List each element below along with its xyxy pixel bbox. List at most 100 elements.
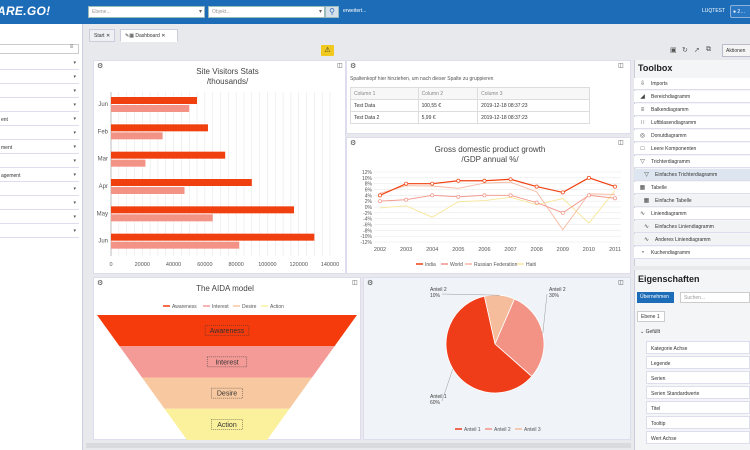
search-button[interactable]: ⚲ xyxy=(325,6,339,18)
refresh-icon[interactable]: ↻ xyxy=(682,47,688,54)
bar[interactable] xyxy=(111,233,315,241)
property-row[interactable]: Serien Standardwerte xyxy=(646,386,750,399)
toolbox-item[interactable]: ≡ Balkendiagramm xyxy=(634,104,750,116)
tab-start[interactable]: Start ✕ xyxy=(89,29,115,42)
data-point[interactable] xyxy=(560,210,565,215)
property-row[interactable]: Titel xyxy=(646,401,750,414)
app-logo[interactable]: ARE.GO! xyxy=(0,4,51,18)
funnel-segment[interactable] xyxy=(97,315,357,347)
legend-item[interactable]: Anteil 3 xyxy=(515,427,541,433)
funnel-segment[interactable] xyxy=(119,346,335,378)
gear-icon[interactable]: ⚙ xyxy=(97,63,104,70)
level-select[interactable]: Ebene 1 xyxy=(637,311,665,322)
data-point[interactable] xyxy=(534,200,539,205)
sidebar-item[interactable]: ▾ xyxy=(0,156,79,168)
toolbox-item[interactable]: ∷ Luftblasendiagramm xyxy=(634,117,750,129)
layer-select[interactable]: Ebene... ▾ xyxy=(88,6,205,18)
close-icon[interactable]: ✕ xyxy=(105,33,111,39)
data-point[interactable] xyxy=(613,184,617,189)
bar[interactable] xyxy=(111,124,208,132)
trash-icon[interactable]: ◫ xyxy=(618,140,624,146)
gear-icon[interactable]: ⚙ xyxy=(350,140,357,147)
table-row[interactable]: Test Data 2 5,99 € 2019-12-18 08:37:23 xyxy=(350,111,590,124)
series-line[interactable] xyxy=(379,190,616,224)
bar[interactable] xyxy=(111,105,190,112)
gear-icon[interactable]: ⚙ xyxy=(367,280,374,287)
bar[interactable] xyxy=(111,206,295,214)
toolbox-item[interactable]: ▦ Einfache Tabelle xyxy=(634,195,750,207)
toolbox-item[interactable]: ◔ Kuchendiagramm xyxy=(634,247,750,259)
toolbox-item[interactable]: ∿ Einfaches Liniendiagramm xyxy=(634,221,750,233)
bar[interactable] xyxy=(111,151,226,159)
copy-icon[interactable]: ⧉ xyxy=(706,46,711,53)
legend-item[interactable]: India xyxy=(416,262,436,268)
bar[interactable] xyxy=(111,214,213,222)
close-icon[interactable]: ✕ xyxy=(161,33,166,39)
sidebar-item[interactable]: ▾ xyxy=(0,58,79,70)
legend-item[interactable]: Interest xyxy=(203,304,229,310)
sidebar-item[interactable]: ▾ xyxy=(0,86,79,98)
sidebar-item[interactable]: ▾ xyxy=(0,184,79,196)
property-row[interactable]: Serien xyxy=(646,371,750,384)
legend-item[interactable]: Desire xyxy=(233,304,257,310)
bar[interactable] xyxy=(111,97,198,104)
data-point[interactable] xyxy=(430,181,435,186)
trash-icon[interactable]: ◫ xyxy=(352,280,358,286)
column-header[interactable]: Column 2 xyxy=(417,87,479,100)
legend-item[interactable]: Anteil 2 xyxy=(485,427,511,433)
data-point[interactable] xyxy=(404,181,409,186)
sidebar-item[interactable]: ment ▾ xyxy=(0,142,79,154)
legend-item[interactable]: Awareness xyxy=(163,304,197,310)
legend-item[interactable]: Haiti xyxy=(517,262,536,268)
toolbox-item[interactable]: ◎ Donutdiagramm xyxy=(634,130,750,142)
trash-icon[interactable]: ◫ xyxy=(618,63,624,69)
data-point[interactable] xyxy=(378,199,382,204)
collapse-icon[interactable]: ≡ xyxy=(69,44,74,50)
toolbox-item[interactable]: ▦ Tabelle xyxy=(634,182,750,194)
legend-item[interactable]: Russian Federation xyxy=(465,262,518,268)
series-line[interactable] xyxy=(379,194,616,214)
group-filled[interactable]: ⌄ Gefüllt xyxy=(640,329,660,335)
funnel-segment[interactable] xyxy=(142,377,312,409)
data-point[interactable] xyxy=(430,193,435,198)
data-point[interactable] xyxy=(613,196,617,201)
open-icon[interactable]: ➚ xyxy=(694,47,700,54)
toolbox-item[interactable]: □ Leere Komponenten xyxy=(634,143,750,155)
sidebar-item[interactable]: agement ▾ xyxy=(0,170,79,182)
data-point[interactable] xyxy=(586,193,591,198)
toolbox-item[interactable]: ◢ Bereichdiagramm xyxy=(634,91,750,103)
data-point[interactable] xyxy=(534,184,539,189)
bar[interactable] xyxy=(111,132,163,140)
data-point[interactable] xyxy=(404,197,409,202)
trash-icon[interactable]: ◫ xyxy=(337,63,343,69)
series-line[interactable] xyxy=(379,177,616,196)
data-point[interactable] xyxy=(456,194,461,199)
sidebar-item[interactable]: ▾ xyxy=(0,198,79,210)
bar[interactable] xyxy=(111,179,252,186)
legend-item[interactable]: Anteil 1 xyxy=(455,427,481,433)
bar[interactable] xyxy=(111,159,146,167)
sidebar-item[interactable]: ▾ xyxy=(0,100,79,112)
series-line[interactable] xyxy=(379,181,616,231)
toolbox-item[interactable]: ∿ Anderes Liniendiagramm xyxy=(634,234,750,246)
gear-icon[interactable]: ⚙ xyxy=(350,63,357,70)
warning-icon[interactable]: ⚠ xyxy=(321,45,334,56)
sidebar-item[interactable]: ▾ xyxy=(0,226,79,238)
toolbox-item[interactable]: ▽ Einfaches Trichterdiagramm xyxy=(634,169,750,181)
property-row[interactable]: Legende xyxy=(646,356,750,369)
data-point[interactable] xyxy=(508,193,513,198)
table-row[interactable]: Test Data 100,55 € 2019-12-18 08:37:23 xyxy=(350,99,590,112)
data-point[interactable] xyxy=(508,177,513,182)
sidebar-item[interactable]: ent ▾ xyxy=(0,114,79,126)
tab-dashboard[interactable]: ✎▦ Dashboard ✕ xyxy=(120,29,178,42)
advanced-search-link[interactable]: erweitert... xyxy=(343,8,367,14)
data-point[interactable] xyxy=(482,178,487,183)
left-search-input[interactable] xyxy=(0,44,79,54)
property-row[interactable]: Tooltip xyxy=(646,416,750,429)
toolbox-item[interactable]: ∿ Liniendiagramm xyxy=(634,208,750,220)
property-row[interactable]: Wert Achse xyxy=(646,431,750,444)
apply-button[interactable]: Übernehmen xyxy=(637,292,674,303)
user-menu-button[interactable]: ● 2… xyxy=(730,5,750,18)
bar[interactable] xyxy=(111,187,185,194)
property-row[interactable]: Kategorie Achse xyxy=(646,341,750,354)
